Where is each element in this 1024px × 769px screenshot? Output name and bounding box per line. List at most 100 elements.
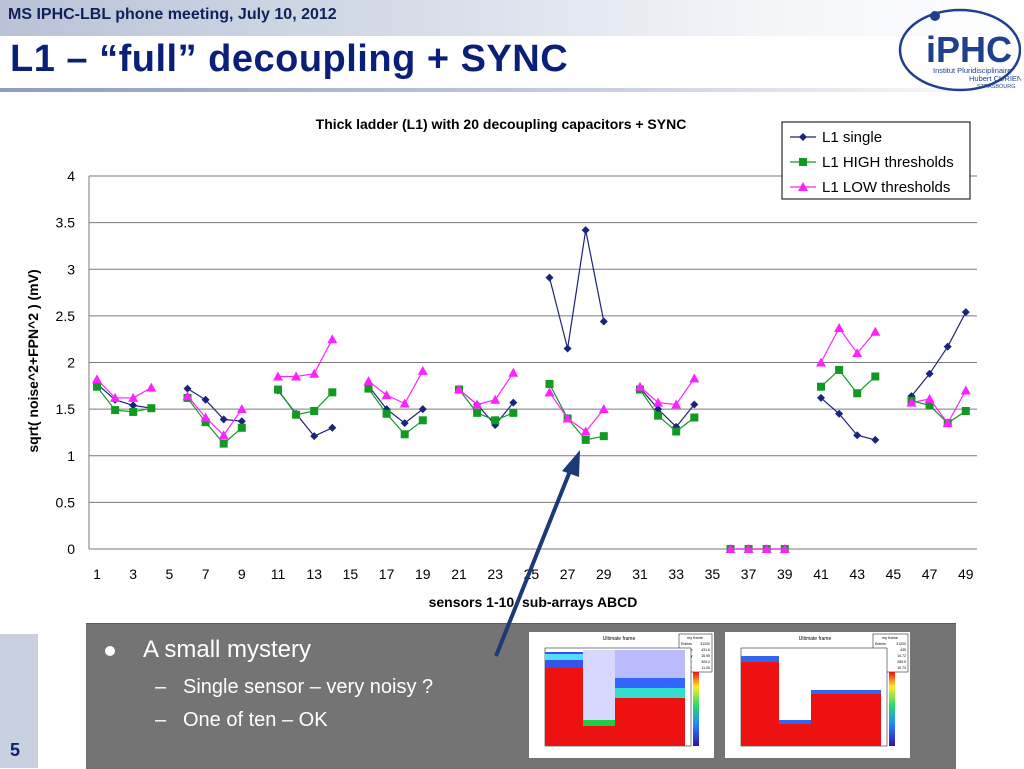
data-point-triangle <box>671 399 682 409</box>
heatmap-region <box>779 720 811 724</box>
data-point-triangle <box>635 381 645 391</box>
series-line <box>277 389 333 416</box>
data-point-diamond <box>799 133 807 141</box>
series-line <box>458 372 514 406</box>
heatmap-region <box>741 656 779 662</box>
legend-label: L1 HIGH thresholds <box>822 154 954 171</box>
data-point-diamond <box>400 419 409 428</box>
series-line <box>187 395 243 437</box>
data-point-triangle <box>834 322 845 332</box>
x-tick-label: 23 <box>487 566 503 582</box>
series-line <box>911 400 967 424</box>
stats-value: 14.72 <box>897 654 906 658</box>
data-point-triangle <box>327 334 338 344</box>
series-line <box>368 388 424 436</box>
data-point-square <box>328 388 337 397</box>
heatmap-region <box>811 690 881 694</box>
series-line <box>639 378 695 406</box>
chart-legend: L1 single L1 HIGH thresholds L1 LOW thresh… <box>781 121 971 200</box>
thumb-title: Ultimate frame <box>603 636 636 642</box>
heatmap-region <box>583 650 615 724</box>
x-tick-label: 19 <box>415 566 431 582</box>
bullet-main-text: A small mystery <box>143 636 312 663</box>
data-point-diamond <box>654 405 663 414</box>
data-point-square <box>690 413 699 422</box>
stats-value: 309.2 <box>701 660 710 664</box>
series-line <box>911 390 967 425</box>
legend-entry: L1 HIGH thresholds <box>790 154 954 171</box>
logo-line-2: Hubert CURIEN <box>969 74 1021 83</box>
data-point-diamond <box>545 273 554 282</box>
data-point-diamond <box>943 342 952 351</box>
data-point-triangle <box>779 544 790 553</box>
data-point-triangle <box>816 357 826 367</box>
x-tick-label: 17 <box>379 566 395 582</box>
x-tick-label: 43 <box>849 566 865 582</box>
iphc-logo: iPHC Institut Pluridisciplinaire Hubert … <box>898 8 1021 92</box>
data-point-triangle <box>490 394 501 404</box>
x-tick-label: 49 <box>958 566 974 582</box>
data-point-triangle <box>399 398 410 408</box>
data-point-triangle <box>598 404 609 414</box>
data-point-triangle <box>544 387 555 397</box>
series-layer <box>92 226 971 553</box>
y-tick-label: 1 <box>67 448 75 464</box>
series-line <box>548 229 605 349</box>
chart-area: Thick ladder (L1) with 20 decoupling cap… <box>0 96 1024 636</box>
data-point-diamond <box>599 317 608 326</box>
data-point-triangle <box>761 544 772 553</box>
data-point-triangle <box>273 371 283 381</box>
data-point-triangle <box>454 384 464 394</box>
sub-bullet-1-text: Single sensor – very noisy ? <box>183 676 434 698</box>
chart-grid <box>88 175 977 550</box>
x-tick-label: 13 <box>306 566 322 582</box>
x-tick-label: 21 <box>451 566 467 582</box>
data-point-square <box>545 379 554 388</box>
data-point-square <box>581 435 590 444</box>
stats-label: Entries <box>875 642 886 646</box>
series-line <box>368 385 424 424</box>
data-point-square <box>237 423 246 432</box>
x-tick-label: 5 <box>166 566 174 582</box>
data-point-square <box>400 430 409 439</box>
data-point-square <box>418 416 427 425</box>
data-point-triangle <box>942 418 953 428</box>
legend-label: L1 LOW thresholds <box>822 179 950 196</box>
data-point-square <box>509 408 518 417</box>
data-point-triangle <box>472 399 483 409</box>
series-line <box>548 383 604 441</box>
data-point-diamond <box>835 409 844 418</box>
y-tick-label: 4 <box>67 168 75 184</box>
data-point-triangle <box>906 397 917 407</box>
logo-ellipse <box>898 8 1021 92</box>
data-point-square <box>201 418 210 427</box>
data-point-triangle <box>725 544 736 553</box>
x-tick-label: 11 <box>271 566 286 582</box>
series-line <box>639 387 695 428</box>
heatmap-region <box>545 654 583 660</box>
sub-bullet-dash: – <box>155 709 167 731</box>
series-line <box>820 397 876 441</box>
x-axis-label: sensors 1-10, sub-arrays ABCD <box>429 594 638 610</box>
data-point-square <box>129 407 138 416</box>
x-tick-label: 39 <box>777 566 793 582</box>
data-point-diamond <box>237 417 246 426</box>
data-point-square <box>382 409 391 418</box>
data-point-triangle <box>852 348 863 358</box>
data-point-square <box>925 401 934 410</box>
data-point-diamond <box>690 400 699 409</box>
data-point-square <box>473 408 482 417</box>
data-point-diamond <box>310 432 319 441</box>
x-tick-label: 41 <box>813 566 829 582</box>
data-point-triangle <box>924 393 935 403</box>
stats-title: my frame <box>882 636 898 640</box>
y-tick-label: 0 <box>67 541 75 557</box>
data-point-square <box>799 158 807 166</box>
series-line <box>549 391 605 433</box>
data-point-square <box>292 410 301 419</box>
data-point-triangle <box>128 392 139 402</box>
data-point-triangle <box>743 544 754 553</box>
x-tick-label: 25 <box>524 566 540 582</box>
data-point-diamond <box>328 423 337 432</box>
data-point-triangle <box>236 404 247 414</box>
